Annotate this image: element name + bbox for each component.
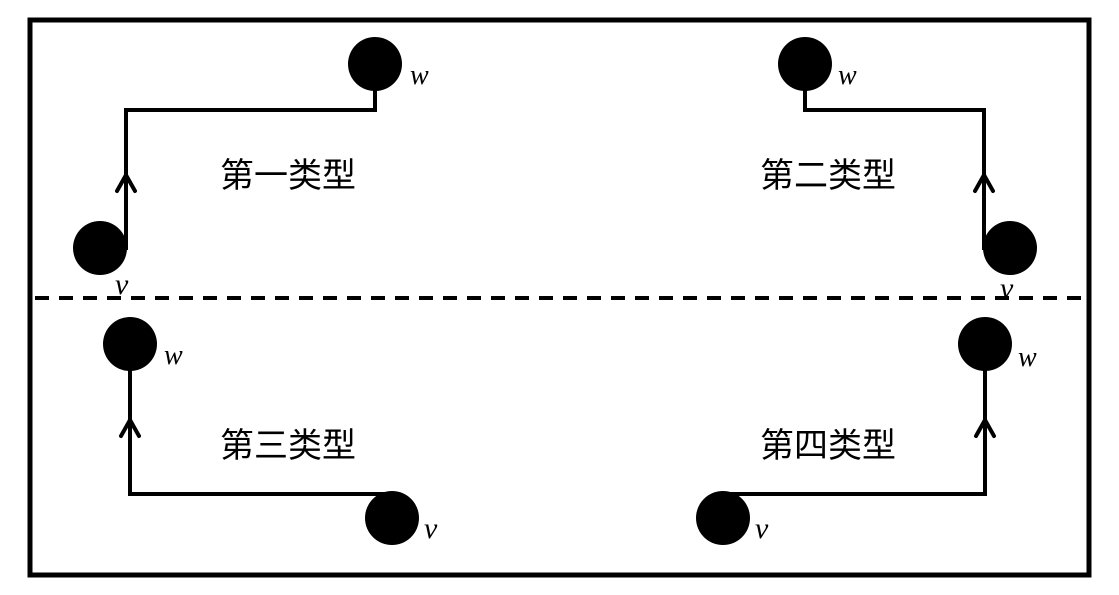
- q1-w-node: [348, 37, 402, 91]
- q4-v-node: [696, 491, 750, 545]
- q1-type-label: 第一类型: [220, 148, 356, 197]
- q2-w-label: w: [838, 60, 857, 92]
- q4-w-label: w: [1018, 342, 1037, 374]
- q2-v-node: [983, 221, 1037, 275]
- q2-type-label: 第二类型: [760, 148, 896, 197]
- q3-w-node: [103, 317, 157, 371]
- q1-v-label: v: [115, 268, 128, 302]
- q3-v-label: v: [424, 512, 437, 546]
- diagram-svg: [0, 0, 1119, 595]
- q2-w-node: [778, 37, 832, 91]
- q3-type-label: 第三类型: [220, 418, 356, 467]
- q1-w-label: w: [410, 60, 429, 92]
- q3-v-node: [365, 491, 419, 545]
- q4-w-node: [958, 317, 1012, 371]
- q3-w-label: w: [164, 340, 183, 372]
- q4-type-label: 第四类型: [760, 418, 896, 467]
- q2-v-label: v: [1000, 272, 1013, 306]
- diagram-stage: v w 第一类型 v w 第二类型 v w 第三类型 v w 第四类型: [0, 0, 1119, 595]
- q4-v-label: v: [755, 512, 768, 546]
- q1-v-node: [73, 221, 127, 275]
